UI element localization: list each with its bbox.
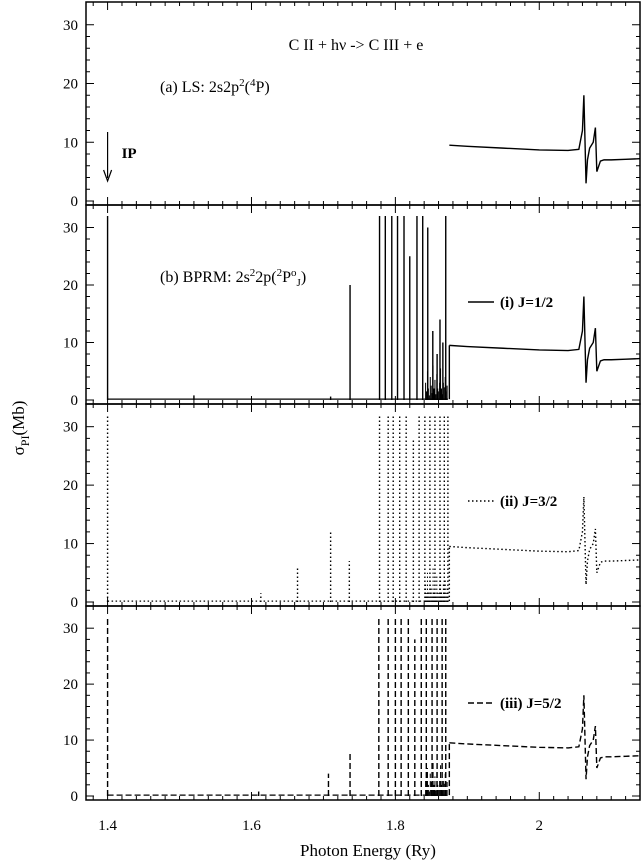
y-axis-title-sub: PI xyxy=(18,436,32,447)
y-tick-label: 0 xyxy=(71,393,79,409)
panel-frame xyxy=(85,605,641,801)
x-axis-title: Photon Energy (Ry) xyxy=(300,841,436,860)
x-tick-label: 1.4 xyxy=(98,818,117,834)
legend-label: (iii) J=5/2 xyxy=(500,696,561,712)
y-tick-label: 0 xyxy=(71,789,79,805)
panel-frame xyxy=(85,1,641,206)
chart-title: C II + hν -> C III + e xyxy=(289,37,424,54)
panel-a-label: (a) LS: 2s2p2(4P) xyxy=(160,77,270,96)
x-tick-label: 1.6 xyxy=(242,818,261,834)
legend-label: (i) J=1/2 xyxy=(500,295,553,311)
y-tick-label: 10 xyxy=(63,135,78,151)
series-line xyxy=(449,695,641,780)
y-tick-label: 0 xyxy=(71,194,79,210)
y-tick-label: 20 xyxy=(63,478,78,494)
y-tick-label: 10 xyxy=(63,733,78,749)
panel-b-label: (b) BPRM: 2s22p(2PoJ) xyxy=(160,267,306,289)
y-tick-label: 30 xyxy=(63,221,78,237)
y-tick-label: 20 xyxy=(63,77,78,93)
y-axis-title-main: σ xyxy=(9,446,28,455)
y-tick-label: 30 xyxy=(63,621,78,637)
series-line xyxy=(449,95,641,184)
y-tick-label: 30 xyxy=(63,18,78,34)
y-tick-label: 10 xyxy=(63,336,78,352)
legend-label: (ii) J=3/2 xyxy=(500,494,557,510)
x-tick-label: 2 xyxy=(536,818,544,834)
panel-0: 0 10 20 30 (a) LS: 2s2p2(4P) IP xyxy=(63,1,641,210)
panel-frame xyxy=(85,204,641,405)
x-tick-label: 1.8 xyxy=(386,818,405,834)
ip-arrow-head xyxy=(103,169,113,183)
y-tick-label: 0 xyxy=(71,595,79,611)
y-tick-label: 10 xyxy=(63,537,78,553)
panel-2: 0 10 20 30 (ii) J=3/2 xyxy=(63,403,641,611)
ip-label: IP xyxy=(122,146,137,162)
y-axis-title: σPI(Mb) xyxy=(9,401,32,456)
panel-1: 0 10 20 30 (i) J=1/2 (b) BPRM: 2s22p(2PoJ) xyxy=(63,204,641,409)
y-axis-title-unit: (Mb) xyxy=(9,401,28,436)
y-tick-label: 30 xyxy=(63,420,78,436)
series-line xyxy=(449,296,641,383)
panel-3: 0 10 20 30 (iii) J=5/2 xyxy=(63,605,641,805)
y-tick-label: 20 xyxy=(63,278,78,294)
y-tick-label: 20 xyxy=(63,677,78,693)
